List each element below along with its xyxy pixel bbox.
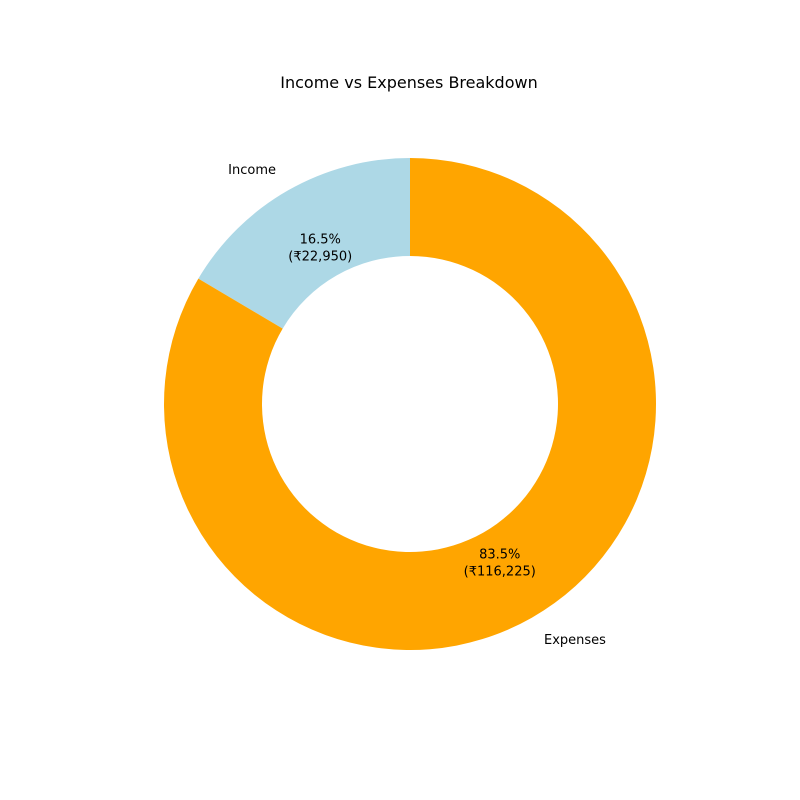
percent-label-income: 16.5% — [300, 233, 341, 248]
slice-label-income: Income — [228, 163, 276, 178]
slice-label-expenses: Expenses — [544, 633, 606, 648]
value-label-income: (₹22,950) — [288, 250, 352, 265]
chart-title: Income vs Expenses Breakdown — [280, 73, 537, 92]
slices-group — [164, 158, 656, 650]
value-label-expenses: (₹116,225) — [464, 564, 536, 579]
percent-label-expenses: 83.5% — [479, 547, 520, 562]
